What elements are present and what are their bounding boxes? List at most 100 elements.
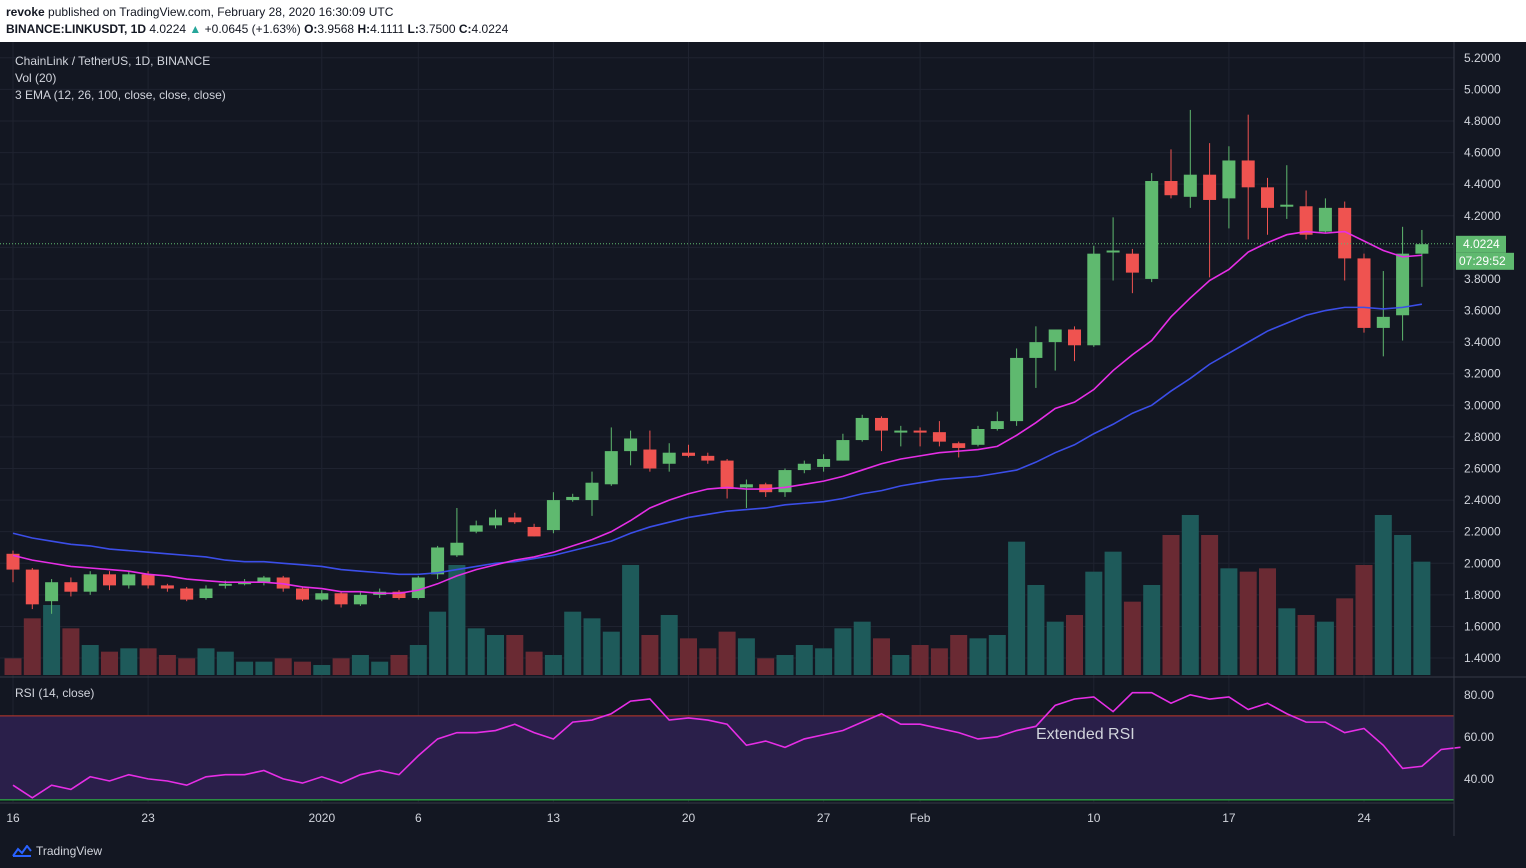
volume-bar — [178, 658, 196, 675]
candle-body — [103, 574, 116, 586]
legend-rsi[interactable]: RSI (14, close) — [15, 686, 95, 700]
candle-body — [1048, 329, 1062, 343]
candle[interactable] — [624, 430, 638, 466]
candle[interactable] — [1241, 114, 1255, 240]
candle[interactable] — [585, 471, 599, 516]
candle-body — [797, 463, 811, 471]
candle-body — [1010, 357, 1024, 422]
candle[interactable] — [662, 443, 676, 472]
candle[interactable] — [508, 512, 522, 524]
candle[interactable] — [1164, 149, 1178, 199]
candle[interactable] — [1029, 326, 1043, 388]
candle[interactable] — [1261, 177, 1274, 235]
candle[interactable] — [817, 454, 831, 472]
chart-canvas[interactable]: Extended RSI 5.2000 5.0000 4.8000 4.6000 4.4… — [0, 42, 1526, 836]
candle[interactable] — [296, 586, 309, 602]
volume-bar — [757, 658, 775, 675]
candle[interactable] — [392, 590, 406, 600]
candle[interactable] — [952, 441, 966, 458]
candle-body — [894, 430, 908, 433]
candle[interactable] — [1415, 229, 1429, 287]
candle[interactable] — [1338, 201, 1352, 281]
candle[interactable] — [450, 507, 464, 557]
price-axis[interactable]: 5.20005.00004.80004.60004.40004.20004.00… — [1453, 42, 1501, 836]
time-tick-label: 2020 — [308, 811, 335, 825]
volume-bar — [911, 645, 929, 675]
volume-bar — [930, 648, 948, 675]
candle[interactable] — [1357, 253, 1371, 333]
candle[interactable] — [720, 459, 734, 499]
time-axis[interactable]: 16 23 2020 6 13 20 27 Feb 10 17 24 — [0, 802, 1454, 825]
candle[interactable] — [971, 425, 985, 447]
candle[interactable] — [25, 568, 39, 610]
legend-volume[interactable]: Vol (20) — [15, 71, 57, 85]
time-tick-label: 17 — [1222, 811, 1236, 825]
candle[interactable] — [1222, 146, 1236, 229]
candle[interactable] — [469, 520, 483, 534]
candle[interactable] — [411, 575, 425, 600]
candle-body — [836, 440, 850, 461]
candle[interactable] — [1010, 348, 1024, 426]
candle[interactable] — [1396, 226, 1410, 341]
candle[interactable] — [797, 460, 811, 474]
candle-body — [1376, 316, 1390, 328]
candle[interactable] — [257, 575, 271, 586]
candle[interactable] — [894, 425, 908, 447]
price-tick-label: 1.8000 — [1464, 588, 1501, 602]
candle[interactable] — [1376, 271, 1390, 357]
extended-rsi-annotation: Extended RSI — [1036, 726, 1135, 743]
candle[interactable] — [1048, 329, 1062, 371]
publisher-name[interactable]: revoke — [6, 5, 45, 19]
candle[interactable] — [836, 433, 850, 461]
candle[interactable] — [1125, 248, 1139, 294]
candle[interactable] — [913, 427, 927, 447]
candle[interactable] — [160, 583, 174, 592]
candle[interactable] — [315, 590, 329, 602]
candle-body — [624, 438, 638, 452]
candle[interactable] — [1280, 165, 1294, 219]
candle[interactable] — [64, 577, 78, 597]
tradingview-logo[interactable]: TradingView — [12, 844, 102, 858]
candle[interactable] — [546, 492, 560, 534]
candle[interactable] — [1087, 245, 1101, 347]
candle[interactable] — [45, 579, 59, 614]
candle[interactable] — [1318, 198, 1332, 234]
legend-ema[interactable]: 3 EMA (12, 26, 100, close, close, close) — [15, 88, 226, 102]
candle[interactable] — [527, 523, 541, 537]
volume-bar — [139, 648, 157, 675]
candle[interactable] — [855, 414, 869, 442]
volume-bar — [660, 615, 678, 675]
candle[interactable] — [180, 586, 194, 602]
candle-body — [199, 588, 213, 599]
candle[interactable] — [353, 591, 367, 606]
candle[interactable] — [489, 509, 502, 529]
candle[interactable] — [932, 421, 946, 447]
candle[interactable] — [334, 591, 348, 608]
volume-bar — [622, 565, 640, 675]
candle[interactable] — [431, 545, 445, 580]
candle[interactable] — [122, 571, 136, 589]
candle[interactable] — [701, 452, 715, 464]
candle[interactable] — [682, 444, 695, 458]
candle[interactable] — [1145, 173, 1159, 283]
candle[interactable] — [604, 427, 618, 486]
candle[interactable] — [875, 416, 888, 452]
candle[interactable] — [739, 479, 753, 508]
volume-bar — [1123, 601, 1141, 675]
candle[interactable] — [83, 571, 97, 595]
tradingview-logo-icon — [12, 845, 32, 857]
candle[interactable] — [103, 571, 116, 591]
candle[interactable] — [566, 493, 580, 502]
candle[interactable] — [643, 430, 657, 472]
candle[interactable] — [1183, 109, 1197, 208]
candle[interactable] — [199, 585, 213, 600]
candle-body — [141, 574, 155, 586]
legend-symbol-title[interactable]: ChainLink / TetherUS, 1D, BINANCE — [15, 54, 211, 68]
candle-body — [585, 482, 599, 501]
candle[interactable] — [1106, 217, 1120, 281]
candle[interactable] — [990, 411, 1004, 431]
time-tick-label: 13 — [547, 811, 561, 825]
candle[interactable] — [1068, 326, 1081, 362]
candle[interactable] — [1203, 143, 1217, 278]
volume-bar — [776, 655, 794, 675]
